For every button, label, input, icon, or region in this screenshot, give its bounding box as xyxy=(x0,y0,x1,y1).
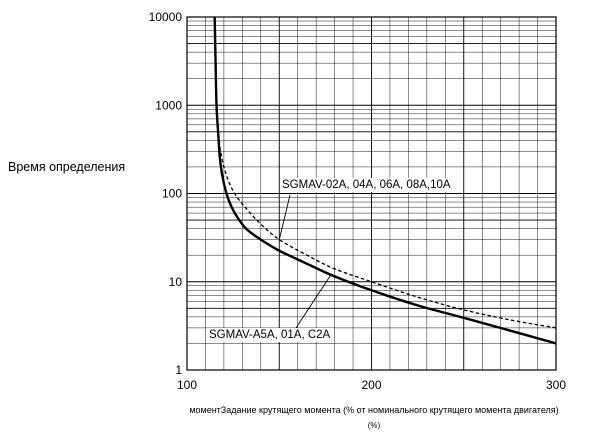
annotation-leader xyxy=(295,274,332,329)
annotation-label: SGMAV-02A, 04A, 06A, 08A,10A xyxy=(282,179,451,191)
x-tick-label: 200 xyxy=(361,378,381,392)
y-tick-label: 1000 xyxy=(155,98,182,112)
annotation-background xyxy=(207,328,333,342)
annotations: SGMAV-02A, 04A, 06A, 08A,10A SGMAV-A5A, 0… xyxy=(207,178,453,342)
x-axis-label: моментЗадание крутящего момента (% от но… xyxy=(189,405,558,415)
series-line-solid xyxy=(213,16,557,345)
plot-frame xyxy=(186,16,557,371)
x-tick-label: 300 xyxy=(546,378,566,392)
annotation-label: SGMAV-A5A, 01A, C2A xyxy=(209,329,331,341)
x-tick-label: 100 xyxy=(177,378,197,392)
annotation-leaders xyxy=(278,194,332,329)
y-tick-labels: 1 10 100 1000 10000 xyxy=(149,10,183,377)
y-tick-label: 10 xyxy=(169,275,183,289)
y-tick-label: 10000 xyxy=(149,10,183,24)
x-tick-labels: 100 200 300 xyxy=(177,378,566,392)
annotation-leader xyxy=(278,194,291,240)
y-tick-label: 100 xyxy=(162,187,182,201)
x-axis-unit: (%) xyxy=(368,421,381,430)
y-axis-label: Время определения xyxy=(8,160,125,174)
series-layer xyxy=(213,16,557,345)
annotation-background xyxy=(280,178,453,192)
y-tick-label: 1 xyxy=(175,363,182,377)
